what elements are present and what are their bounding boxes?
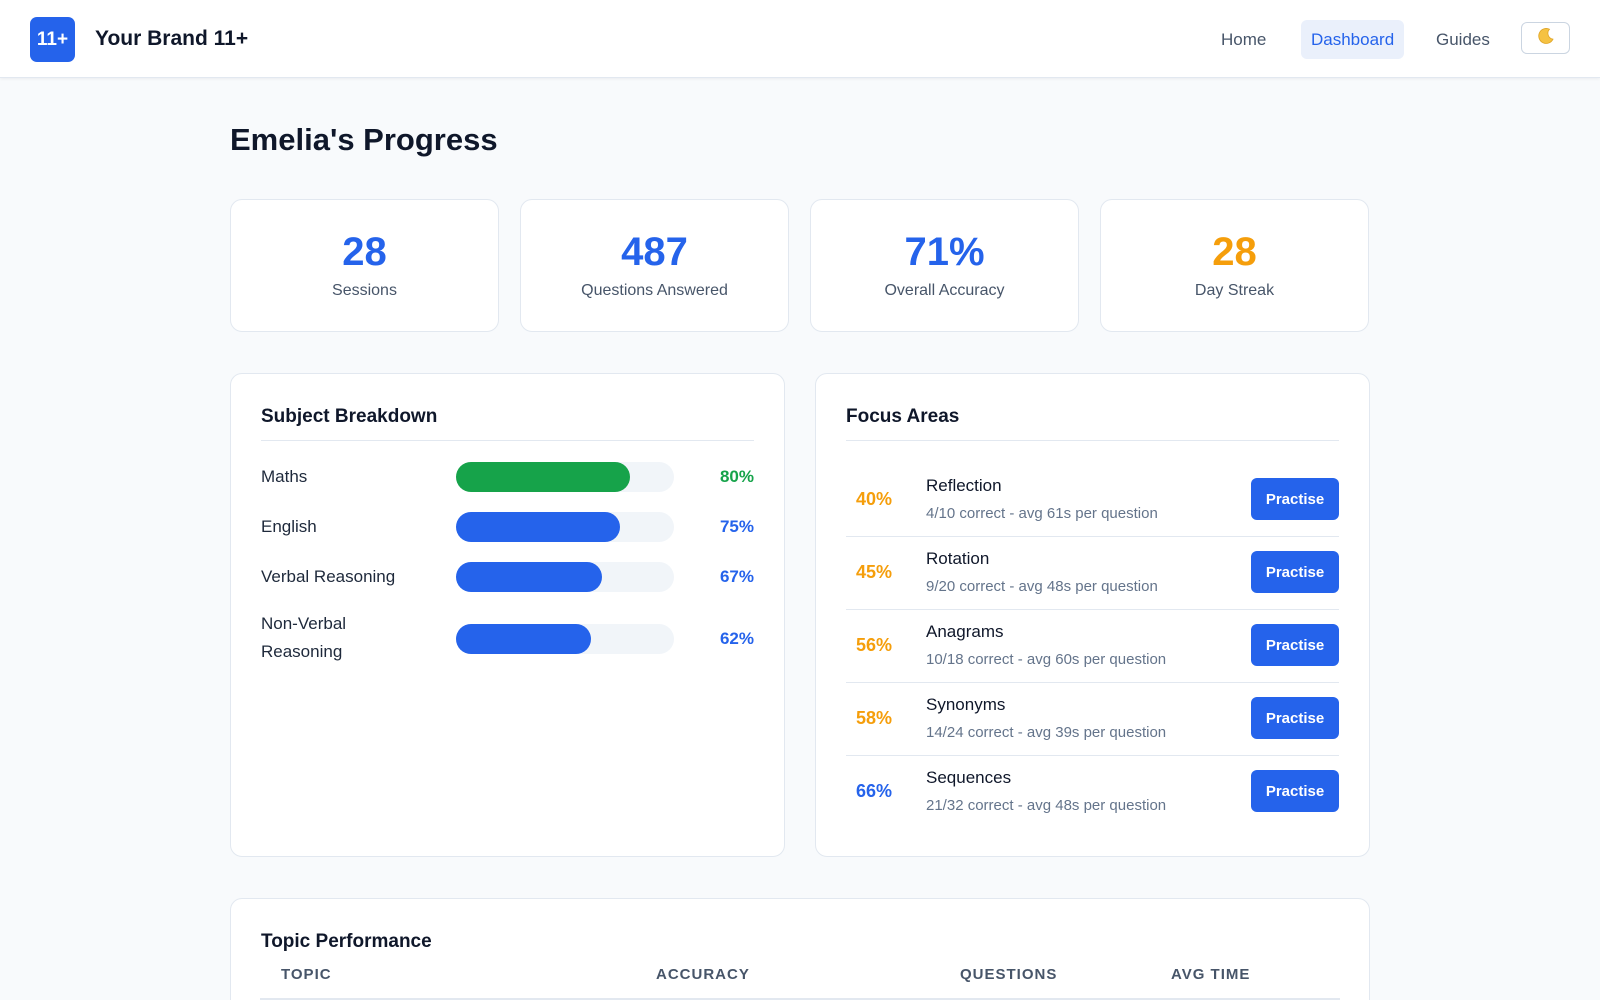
top-navigation-bar: 11+ Your Brand 11+ Home Dashboard Guides [0,0,1600,78]
stat-card-sessions: 28 Sessions [230,199,499,332]
brand-logo[interactable]: 11+ [30,17,75,62]
progress-fill [456,624,592,654]
panel-title: Focus Areas [846,406,960,427]
stat-card-questions-answered: 487 Questions Answered [520,199,789,332]
progress-fill [456,462,631,492]
page-title: Emelia's Progress [230,122,498,157]
subject-percent: 80% [719,467,754,486]
stat-value: 28 [342,230,387,274]
focus-topic-name: Synonyms [926,695,1006,714]
practise-button[interactable]: Practise [1251,770,1339,812]
nav-guides-link[interactable]: Guides [1436,30,1490,49]
practise-button[interactable]: Practise [1251,624,1339,666]
stat-label: Overall Accuracy [884,282,1005,299]
column-header-topic[interactable]: TOPIC [281,966,332,983]
stat-value: 487 [621,230,688,274]
focus-row-anagrams: 56% Anagrams 10/18 correct - avg 60s per… [846,610,1339,683]
nav-dashboard-link[interactable]: Dashboard [1301,20,1405,59]
focus-topic-name: Rotation [926,549,990,568]
subject-name: Non-Verbal Reasoning [261,614,347,661]
panel-title: Topic Performance [261,931,432,952]
theme-toggle-button[interactable] [1521,22,1570,54]
subject-name: English [261,517,317,536]
progress-bar [456,512,674,542]
table-header-divider [260,998,1340,1000]
subject-percent: 75% [719,517,754,536]
focus-topic-detail: 21/32 correct - avg 48s per question [926,797,1167,814]
panel-title: Subject Breakdown [261,406,438,427]
focus-topic-name: Anagrams [926,622,1004,641]
progress-fill [456,562,603,592]
divider [846,440,1339,441]
practise-button[interactable]: Practise [1251,697,1339,739]
subject-name: Verbal Reasoning [261,567,396,586]
stat-label: Questions Answered [581,282,728,299]
focus-percent: 45% [856,562,893,582]
column-header-accuracy[interactable]: ACCURACY [656,966,750,983]
divider [261,440,754,441]
focus-topic-detail: 9/20 correct - avg 48s per question [926,578,1158,595]
practise-button[interactable]: Practise [1251,478,1339,520]
column-header-questions[interactable]: QUESTIONS [960,966,1058,983]
focus-percent: 58% [856,708,893,728]
focus-row-synonyms: 58% Synonyms 14/24 correct - avg 39s per… [846,683,1339,756]
subject-breakdown-panel: Subject Breakdown Maths 80% English 75% … [230,373,785,857]
brand-name[interactable]: Your Brand 11+ [95,27,249,50]
stat-card-day-streak: 28 Day Streak [1100,199,1369,332]
stat-card-overall-accuracy: 71% Overall Accuracy [810,199,1079,332]
progress-fill [456,512,620,542]
focus-topic-name: Sequences [926,768,1012,787]
focus-percent: 66% [856,781,893,801]
focus-percent: 56% [856,635,893,655]
moon-icon [1536,26,1556,51]
column-header-avg-time[interactable]: AVG TIME [1171,966,1251,983]
stat-value: 71% [904,230,985,274]
focus-topic-detail: 10/18 correct - avg 60s per question [926,651,1167,668]
progress-bar [456,462,674,492]
stat-label: Sessions [332,282,397,299]
focus-topic-name: Reflection [926,476,1002,495]
subject-name: Maths [261,467,308,486]
stat-label: Day Streak [1194,282,1275,299]
focus-row-sequences: 66% Sequences 21/32 correct - avg 48s pe… [846,756,1339,829]
focus-topic-detail: 4/10 correct - avg 61s per question [926,505,1158,522]
nav-home-link[interactable]: Home [1221,30,1267,49]
focus-row-reflection: 40% Reflection 4/10 correct - avg 61s pe… [846,464,1339,537]
subject-percent: 62% [719,629,754,648]
focus-areas-panel: Focus Areas 40% Reflection 4/10 correct … [815,373,1370,857]
progress-bar [456,624,674,654]
focus-percent: 40% [856,489,893,509]
topic-performance-panel: Topic Performance [230,898,1370,1000]
subject-percent: 67% [719,567,754,586]
focus-topic-detail: 14/24 correct - avg 39s per question [926,724,1167,741]
focus-row-rotation: 45% Rotation 9/20 correct - avg 48s per … [846,537,1339,610]
practise-button[interactable]: Practise [1251,551,1339,593]
progress-bar [456,562,674,592]
stat-value: 28 [1212,230,1257,274]
